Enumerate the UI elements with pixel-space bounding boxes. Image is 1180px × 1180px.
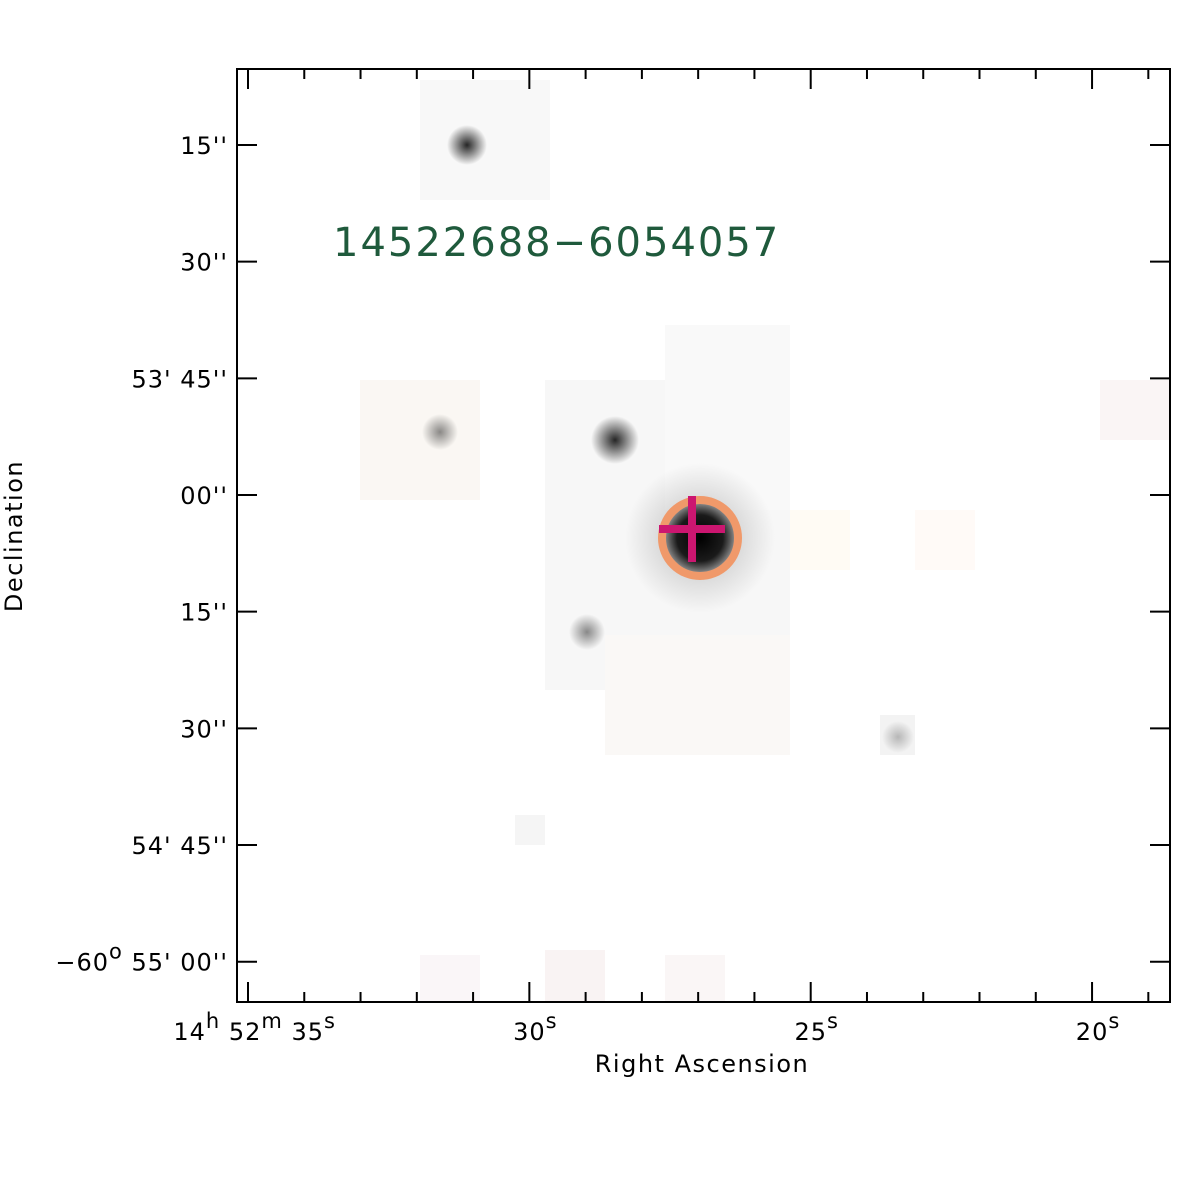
- tick-label: 30s: [513, 1009, 558, 1046]
- axis-ticks: [237, 69, 1170, 1002]
- tick-label: 14h 52m 35s: [173, 1009, 336, 1046]
- tick-label: 00'': [180, 482, 228, 510]
- x-axis-title: Right Ascension: [595, 1050, 810, 1078]
- source-label: 14522688−6054057: [333, 220, 780, 266]
- sky-image: [237, 69, 1170, 1002]
- tick-label: 30'': [180, 715, 228, 743]
- source-circle-marker: [658, 496, 742, 580]
- tick-label: 54' 45'': [132, 832, 229, 860]
- tick-label: 30'': [180, 249, 228, 277]
- tick-label: 15'': [180, 132, 228, 160]
- ra-tick-labels: 14h 52m 35s 30s 25s 20s: [173, 1009, 1121, 1046]
- tick-label: 20s: [1076, 1009, 1121, 1046]
- y-axis-title: Declination: [0, 460, 28, 612]
- tick-label: 25s: [794, 1009, 839, 1046]
- tick-label: −60o 55' 00'': [55, 940, 228, 977]
- dec-tick-labels: 15'' 30'' 53' 45'' 00'' 15'' 30'' 54' 45'' −60o…: [55, 132, 229, 977]
- tick-label: 15'': [180, 599, 228, 627]
- plot-frame: [236, 68, 1171, 1003]
- source-cross-marker: [659, 496, 725, 562]
- tick-label: 53' 45'': [132, 365, 229, 393]
